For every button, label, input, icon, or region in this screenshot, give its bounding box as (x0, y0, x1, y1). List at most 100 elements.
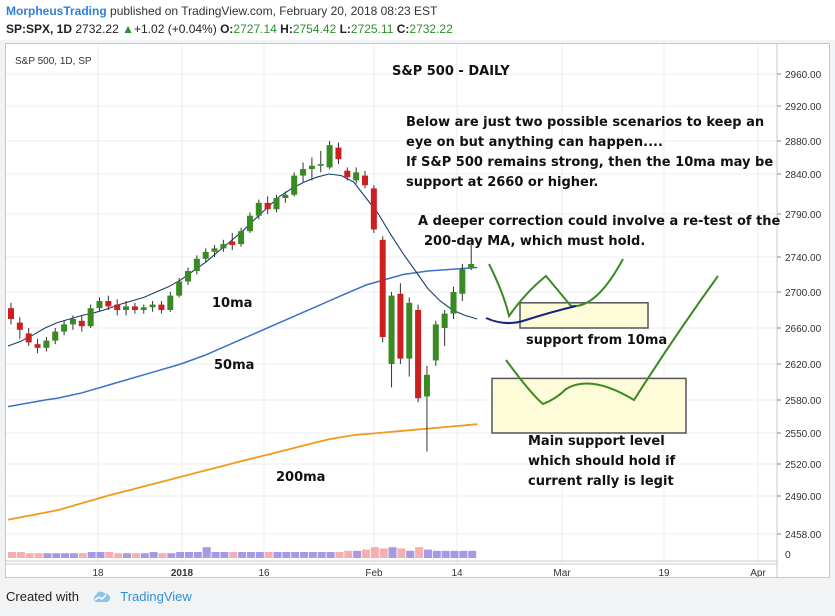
volume-bar (52, 553, 61, 558)
open-label: O: (220, 22, 234, 36)
volume-bar (131, 553, 140, 558)
volume-bar (388, 547, 397, 558)
chart-panel[interactable]: 2960.00 2920.00 2880.00 2840.00 2790.00 2740.… (5, 43, 830, 578)
annotation-line: eye on but anything can happen.... (406, 135, 663, 150)
candle-up (202, 251, 209, 259)
price-change: +1.02 (+0.04%) (134, 22, 217, 36)
x-tick-label: 2018 (171, 568, 194, 577)
volume-bar (264, 552, 273, 558)
volume-bar (308, 552, 317, 558)
axes: 2960.00 2920.00 2880.00 2840.00 2790.00 2740.… (6, 44, 822, 577)
annotation-line: support at 2660 or higher. (406, 175, 598, 190)
candle-up (176, 281, 183, 296)
candle-down (34, 344, 41, 348)
grid (6, 44, 777, 564)
chart-title: S&P 500 - DAILY (392, 64, 510, 79)
y-tick-label: 2960.00 (785, 70, 822, 81)
candle-up (149, 304, 156, 308)
volume-bar (69, 553, 78, 558)
candle-up (300, 169, 307, 176)
volume-bar (123, 553, 132, 558)
candle-down (344, 170, 351, 178)
candle-up (61, 324, 68, 332)
close-label: C: (396, 22, 410, 36)
volume-bar (114, 553, 123, 558)
chart-legend: S&P 500, 1D, SP (15, 56, 92, 67)
y-tick-label: 2490.00 (785, 492, 822, 503)
candle-up (282, 194, 289, 198)
ma200-line (7, 423, 478, 521)
author-link[interactable]: MorpheusTrading (6, 4, 107, 18)
ma200-label: 200ma (276, 470, 325, 485)
volume-bar (362, 549, 370, 558)
volume-bar (344, 550, 353, 558)
candle-down (397, 293, 404, 359)
volume-bar (87, 552, 96, 558)
lower-zone-label: which should hold if (528, 454, 676, 469)
scenario-paths (485, 258, 719, 406)
ohlc-bar: SP:SPX, 1D 2732.22 ▲+1.02 (+0.04%) O:272… (6, 22, 453, 36)
volume-bar (220, 552, 229, 558)
volume-bar (468, 550, 477, 558)
volume-bar (16, 552, 25, 558)
high-label: H: (280, 22, 293, 36)
ma-projection-line (485, 305, 577, 324)
ma10-label: 10ma (212, 296, 252, 311)
candle-down (229, 241, 236, 245)
candle-down (8, 308, 14, 319)
price-chart[interactable]: 2960.00 2920.00 2880.00 2840.00 2790.00 2740.… (6, 44, 829, 577)
close-value: 2732.22 (409, 22, 453, 36)
volume-bar (105, 552, 114, 558)
support-zone-box (491, 377, 687, 434)
volume-bar (246, 552, 255, 558)
y-tick-label: 2700.00 (785, 288, 822, 299)
published-text: published on TradingView.com, February 2… (110, 4, 438, 18)
y-tick-label: 2550.00 (785, 429, 822, 440)
candle-up (388, 295, 395, 364)
scenario-path-upper (488, 258, 624, 319)
lower-zone-label: current rally is legit (528, 474, 674, 489)
candle-up (291, 175, 298, 195)
candle-up (123, 306, 130, 310)
volume-bar (211, 552, 220, 558)
candle-up (193, 258, 200, 271)
volume-bar (432, 550, 441, 558)
volume-bar (441, 550, 450, 558)
created-with-text: Created with (6, 589, 79, 604)
candle-up (87, 308, 94, 327)
symbol-label: SP:SPX, 1D (6, 22, 73, 36)
y-tick-label: 2880.00 (785, 137, 822, 148)
chart-annotations: S&P 500, 1D, SP S&P 500 - DAILY Below are … (15, 56, 781, 489)
y-tick-label: 2840.00 (785, 170, 822, 181)
candle-up (406, 302, 413, 359)
x-tick-label: Mar (553, 568, 571, 577)
ma50-line (7, 266, 478, 408)
annotation-line: 200-day MA, which must hold. (424, 234, 645, 249)
volume-axis-label: 0 (785, 550, 791, 561)
candle-down (78, 320, 85, 327)
volume-bar (149, 552, 158, 558)
support-zones (491, 302, 687, 434)
candle-down (16, 322, 23, 330)
volume-bar (291, 552, 300, 558)
candle-up (43, 340, 50, 348)
volume-bar (335, 552, 344, 558)
candle-up (353, 172, 360, 181)
candle-down (114, 304, 121, 310)
volume-bar (379, 548, 388, 558)
volume-bar (202, 547, 211, 558)
candle-down (131, 306, 138, 310)
low-value: 2725.11 (350, 22, 394, 36)
candle-down (105, 301, 112, 307)
volume-bar (238, 552, 247, 558)
high-value: 2754.42 (292, 22, 337, 36)
footer: Created with TradingView (6, 589, 192, 604)
volume-bar (176, 552, 185, 558)
tradingview-link[interactable]: TradingView (120, 589, 192, 604)
candle-up (441, 313, 448, 328)
x-tick-label: Apr (750, 568, 766, 577)
volume-bar (229, 552, 238, 558)
lower-zone-label: Main support level (528, 434, 665, 449)
candle-up (432, 324, 439, 361)
y-tick-label: 2740.00 (785, 253, 822, 264)
